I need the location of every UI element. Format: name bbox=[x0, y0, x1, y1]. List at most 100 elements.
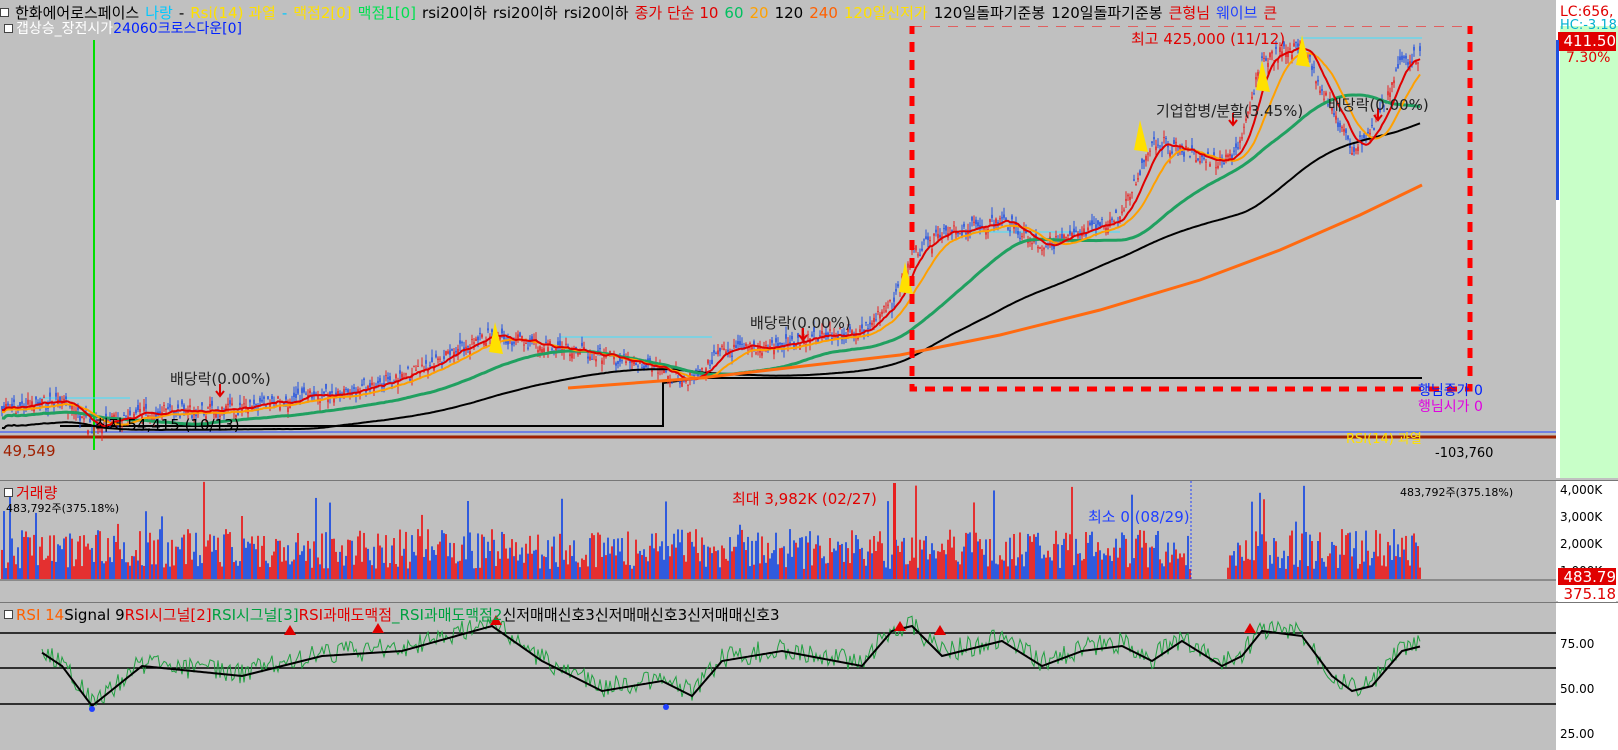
toolbar-item-16[interactable]: 120일돌파기준봉 bbox=[933, 4, 1046, 22]
candle-body bbox=[1339, 122, 1341, 127]
candle-body bbox=[285, 396, 287, 400]
candle-body bbox=[1093, 222, 1095, 224]
volume-bar bbox=[915, 485, 917, 579]
rsi-legend-item-3[interactable]: RSI시그널[3] bbox=[211, 606, 299, 624]
price-chart-svg[interactable] bbox=[0, 0, 1556, 478]
volume-bar bbox=[59, 545, 61, 579]
toolbar-item-11[interactable]: 60 bbox=[724, 4, 744, 22]
volume-bar bbox=[903, 537, 905, 579]
rsi-legend-item-5[interactable]: _RSI과매도맥점2 bbox=[392, 606, 503, 624]
candle-body bbox=[591, 358, 593, 360]
toolbar-item-4[interactable]: - bbox=[281, 4, 288, 22]
toolbar-item-0[interactable]: 한화에어로스페이스 bbox=[15, 4, 140, 22]
candle-body bbox=[1417, 62, 1419, 64]
volume-bar bbox=[677, 529, 679, 579]
volume-bar bbox=[737, 534, 739, 579]
candle-body bbox=[287, 407, 289, 412]
volume-bar bbox=[693, 546, 695, 579]
volume-bar bbox=[259, 566, 261, 579]
toolbar-item-14[interactable]: 240 bbox=[809, 4, 838, 22]
rsi-legend-item-0[interactable]: RSI 14 bbox=[16, 606, 65, 624]
toolbar-item-7[interactable]: rsi20이하 bbox=[422, 4, 487, 22]
toolbar-item-13[interactable]: 120 bbox=[774, 4, 804, 22]
volume-checkbox-icon[interactable] bbox=[4, 488, 13, 497]
candle-body bbox=[87, 430, 89, 435]
volume-bar bbox=[937, 551, 939, 579]
volume-bar bbox=[1263, 499, 1265, 579]
volume-bar bbox=[1005, 541, 1007, 579]
toolbar-item-3[interactable]: Rsi(14) 과열 bbox=[190, 4, 276, 22]
rsi-legend-item-4[interactable]: RSI과매도맥점 bbox=[298, 606, 393, 624]
toolbar-row2-item-0[interactable]: 갭상승_장전시가 bbox=[16, 21, 114, 37]
candle-body bbox=[825, 332, 827, 336]
candle-body bbox=[807, 334, 809, 336]
toolbar-item-6[interactable]: 맥점1[0] bbox=[357, 4, 417, 22]
volume-bar bbox=[991, 560, 993, 579]
volume-bar bbox=[829, 538, 831, 579]
candle-body bbox=[1115, 209, 1117, 214]
volume-bar bbox=[1055, 530, 1057, 579]
candle-body bbox=[241, 409, 243, 412]
rsi-chart-svg[interactable] bbox=[0, 603, 1556, 750]
rsi-axis[interactable] bbox=[1556, 602, 1618, 750]
rsi-legend-item-6[interactable]: 신저매매신호3 bbox=[502, 606, 595, 624]
candle-body bbox=[319, 401, 321, 403]
rsi-legend-item-8[interactable]: 신저매매신호3 bbox=[687, 606, 780, 624]
candle-body bbox=[757, 347, 759, 350]
candle-body bbox=[1127, 194, 1129, 197]
rsi-pane[interactable] bbox=[0, 602, 1556, 750]
candle-body bbox=[191, 415, 193, 418]
candle-body bbox=[111, 415, 113, 418]
toolbar-item-19[interactable]: 웨이브 bbox=[1216, 4, 1258, 22]
candle-body bbox=[761, 352, 763, 356]
toolbar-item-8[interactable]: rsi20이하 bbox=[492, 4, 558, 22]
rsi-checkbox-icon[interactable] bbox=[4, 610, 13, 619]
toolbar-item-17[interactable]: 120일돌파기준봉 bbox=[1051, 4, 1163, 22]
candle-body bbox=[873, 317, 875, 322]
toolbar-checkbox-icon[interactable] bbox=[0, 8, 9, 17]
volume-bar bbox=[1153, 547, 1155, 579]
candle-body bbox=[269, 403, 271, 409]
toolbar-row2-checkbox-icon[interactable] bbox=[4, 23, 13, 33]
candle-body bbox=[819, 335, 821, 337]
candle-body bbox=[27, 399, 29, 405]
current-price-tag: 411.50 bbox=[1558, 32, 1616, 51]
toolbar-row2-item-1[interactable]: 24060크로스다운[0] bbox=[113, 21, 242, 37]
volume-bar bbox=[1073, 565, 1075, 579]
volume-bar bbox=[1301, 533, 1303, 579]
price-chart-pane[interactable] bbox=[0, 0, 1556, 478]
candle-body bbox=[361, 384, 363, 386]
candle-body bbox=[649, 358, 651, 362]
candle-body bbox=[99, 424, 101, 428]
toolbar-item-20[interactable]: 큰 bbox=[1263, 4, 1278, 22]
volume-bar bbox=[199, 555, 201, 579]
toolbar-item-10[interactable]: 종가 단순 10 bbox=[634, 4, 719, 22]
rsi-legend-item-7[interactable]: 신저매매신호3 bbox=[594, 606, 688, 624]
volume-bar bbox=[121, 559, 123, 579]
toolbar-item-18[interactable]: 큰형님 bbox=[1168, 4, 1210, 22]
toolbar-item-12[interactable]: 20 bbox=[749, 4, 769, 22]
volume-pane[interactable] bbox=[0, 480, 1556, 601]
candle-body bbox=[525, 343, 527, 345]
rsi-legend-item-1[interactable]: Signal 9 bbox=[64, 606, 125, 624]
volume-chart-svg[interactable] bbox=[0, 481, 1556, 601]
volume-bar bbox=[631, 568, 633, 579]
toolbar-item-1[interactable]: 나랑 bbox=[145, 4, 173, 22]
candle-body bbox=[451, 348, 453, 351]
toolbar-item-2[interactable]: - bbox=[178, 4, 185, 22]
candle-body bbox=[1245, 118, 1247, 121]
volume-bar bbox=[879, 531, 881, 579]
candle-body bbox=[245, 406, 247, 408]
candle-body bbox=[1345, 129, 1347, 133]
volume-bar bbox=[249, 543, 251, 579]
toolbar-item-5[interactable]: 맥점2[0] bbox=[293, 4, 352, 22]
candle-body bbox=[63, 398, 65, 402]
volume-bar bbox=[551, 546, 553, 579]
toolbar-item-15[interactable]: 120일신저가 bbox=[843, 4, 928, 22]
volume-bar bbox=[1361, 540, 1363, 579]
rsi-legend-item-2[interactable]: RSI시그널[2] bbox=[124, 606, 212, 624]
candle-body bbox=[45, 408, 47, 410]
volume-bar bbox=[455, 563, 457, 579]
candle-body bbox=[311, 396, 313, 399]
toolbar-item-9[interactable]: rsi20이하 bbox=[563, 4, 629, 22]
